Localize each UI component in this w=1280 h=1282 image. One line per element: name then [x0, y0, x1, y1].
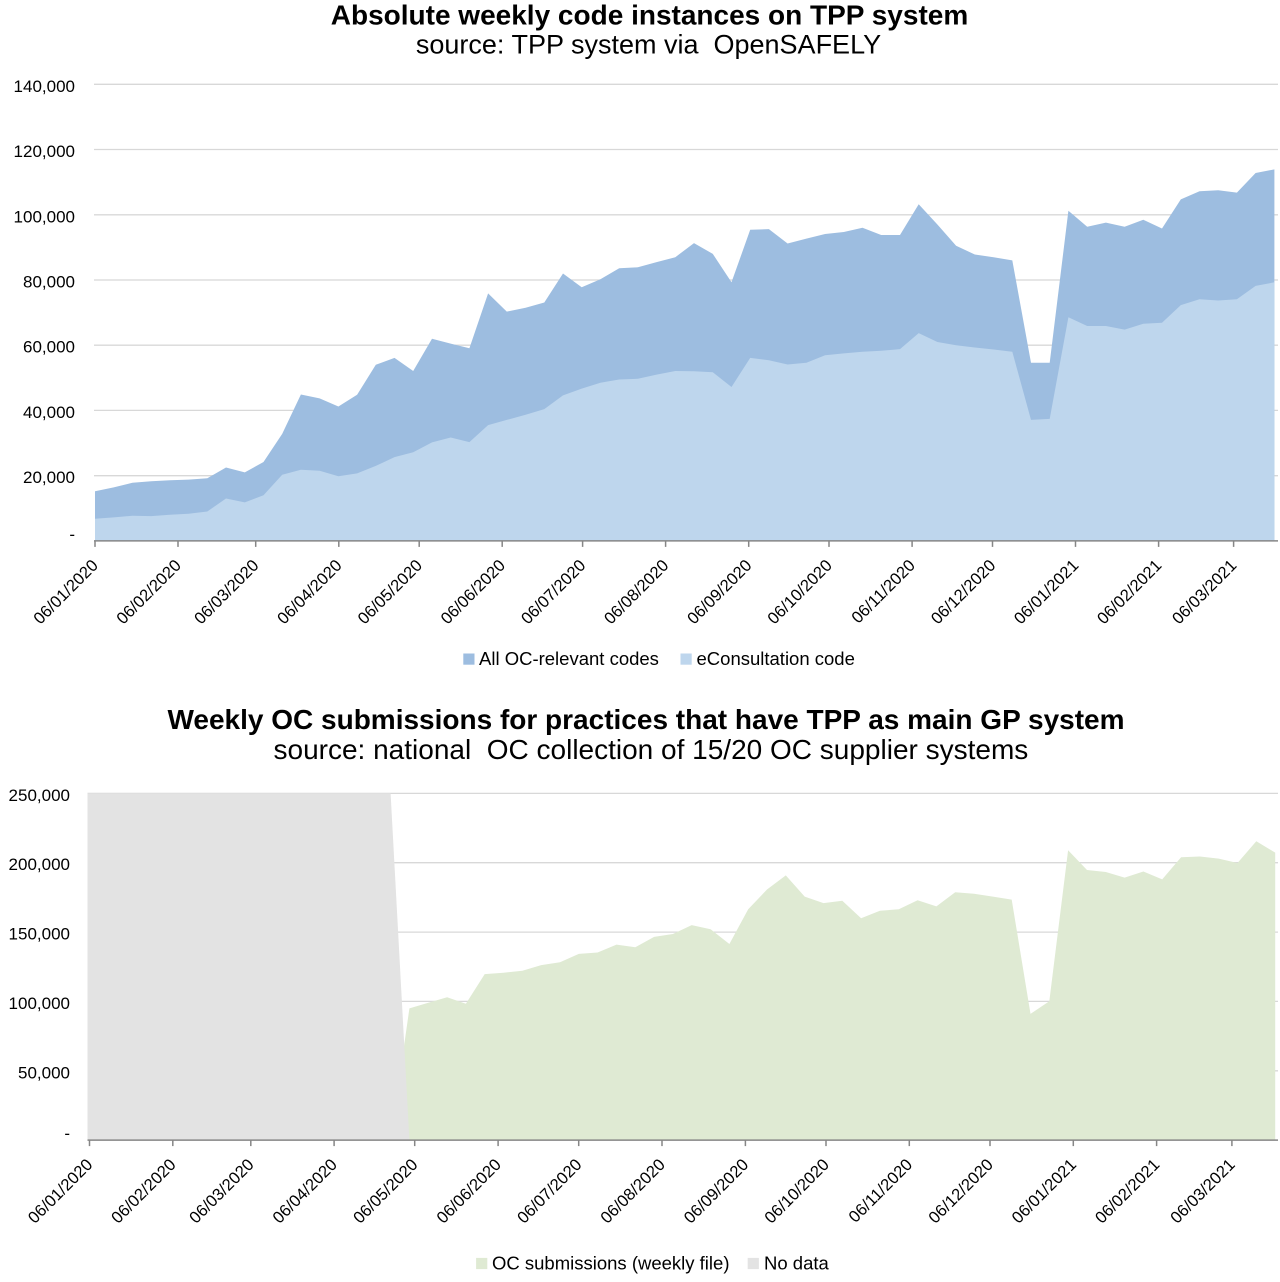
svg-text:eConsultation code: eConsultation code [697, 648, 855, 669]
svg-text:200,000: 200,000 [9, 855, 70, 874]
svg-text:OC submissions (weekly file): OC submissions (weekly file) [492, 1253, 729, 1274]
svg-text:No data: No data [764, 1253, 830, 1274]
svg-text:250,000: 250,000 [9, 786, 70, 805]
svg-text:20,000: 20,000 [23, 468, 75, 487]
svg-text:140,000: 140,000 [14, 77, 75, 96]
svg-text:100,000: 100,000 [9, 994, 70, 1013]
svg-text:100,000: 100,000 [14, 207, 75, 226]
svg-text:Absolute weekly code instances: Absolute weekly code instances on TPP sy… [331, 0, 969, 31]
svg-text:source: TPP system via OpenSA: source: TPP system via OpenSAFELY [416, 30, 881, 60]
svg-text:80,000: 80,000 [23, 273, 75, 292]
svg-text:All OC-relevant codes: All OC-relevant codes [479, 648, 659, 669]
svg-text:Weekly OC submissions for prac: Weekly OC submissions for practices that… [167, 704, 1124, 735]
svg-text:150,000: 150,000 [9, 925, 70, 944]
svg-text:-: - [69, 525, 75, 544]
svg-text:120,000: 120,000 [14, 142, 75, 161]
svg-text:60,000: 60,000 [23, 338, 75, 357]
svg-text:source: national OC collectio: source: national OC collection of 15/20 … [274, 734, 1029, 765]
svg-text:40,000: 40,000 [23, 403, 75, 422]
svg-text:-: - [64, 1124, 70, 1143]
svg-text:50,000: 50,000 [18, 1063, 70, 1082]
